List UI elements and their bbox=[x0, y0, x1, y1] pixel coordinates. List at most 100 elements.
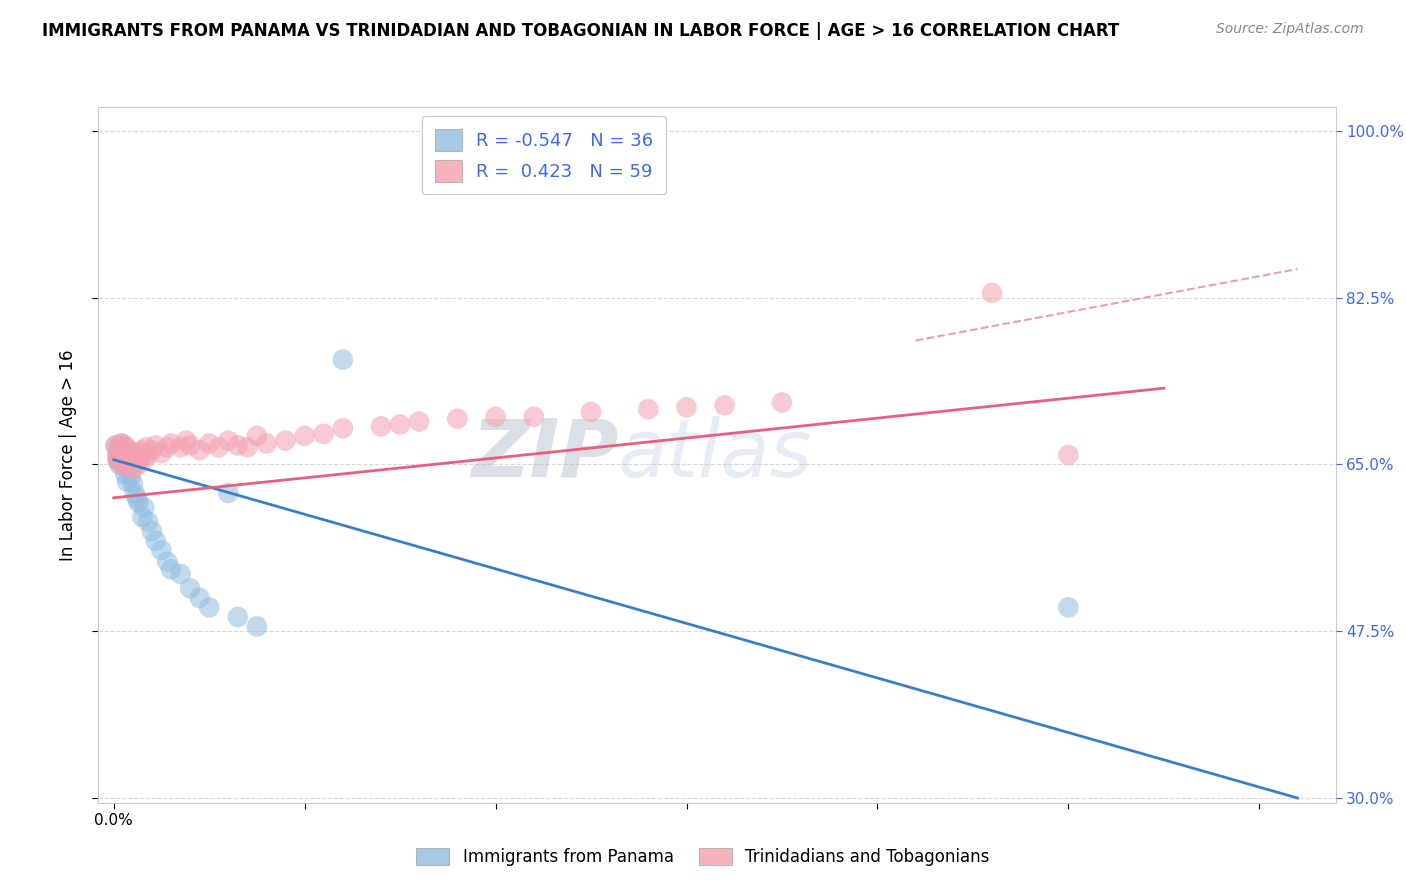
Point bbox=[134, 500, 156, 515]
Point bbox=[389, 417, 412, 432]
Point bbox=[115, 448, 138, 462]
Point bbox=[107, 452, 129, 467]
Point bbox=[112, 446, 135, 460]
Point bbox=[370, 419, 392, 434]
Point bbox=[188, 443, 211, 458]
Point bbox=[121, 462, 143, 476]
Point bbox=[1057, 600, 1080, 615]
Point bbox=[226, 438, 249, 452]
Text: atlas: atlas bbox=[619, 416, 813, 494]
Point bbox=[104, 438, 127, 452]
Point bbox=[145, 533, 167, 548]
Point bbox=[107, 448, 129, 462]
Point bbox=[217, 486, 239, 500]
Point bbox=[112, 459, 135, 474]
Point bbox=[408, 415, 430, 429]
Point bbox=[114, 440, 136, 454]
Point bbox=[121, 476, 143, 491]
Point bbox=[156, 555, 179, 569]
Point bbox=[446, 411, 468, 425]
Point bbox=[129, 450, 152, 464]
Point bbox=[274, 434, 297, 448]
Point bbox=[256, 436, 278, 450]
Point bbox=[217, 434, 239, 448]
Point bbox=[124, 448, 146, 462]
Point bbox=[294, 429, 316, 443]
Point bbox=[107, 448, 129, 462]
Point bbox=[332, 421, 354, 435]
Point bbox=[236, 440, 259, 454]
Point bbox=[114, 467, 136, 481]
Point bbox=[312, 426, 335, 441]
Point bbox=[160, 562, 183, 576]
Point bbox=[246, 429, 269, 443]
Point bbox=[188, 591, 211, 605]
Point bbox=[125, 456, 148, 470]
Point bbox=[160, 436, 183, 450]
Point bbox=[675, 401, 697, 415]
Point bbox=[128, 458, 150, 472]
Point bbox=[131, 509, 153, 524]
Point bbox=[110, 448, 132, 462]
Point bbox=[108, 440, 131, 454]
Point bbox=[179, 438, 201, 452]
Legend: R = -0.547   N = 36, R =  0.423   N = 59: R = -0.547 N = 36, R = 0.423 N = 59 bbox=[422, 116, 666, 194]
Point bbox=[115, 475, 138, 489]
Point bbox=[523, 409, 546, 424]
Point bbox=[141, 443, 163, 458]
Text: ZIP: ZIP bbox=[471, 416, 619, 494]
Point bbox=[108, 458, 131, 472]
Point bbox=[198, 600, 221, 615]
Point bbox=[115, 452, 138, 467]
Point bbox=[246, 619, 269, 633]
Point bbox=[112, 458, 135, 472]
Point bbox=[637, 402, 659, 417]
Point bbox=[141, 524, 163, 538]
Point bbox=[114, 438, 136, 452]
Point bbox=[128, 446, 150, 460]
Point bbox=[150, 543, 173, 558]
Point bbox=[208, 440, 231, 454]
Point bbox=[110, 436, 132, 450]
Point bbox=[1057, 448, 1080, 462]
Point bbox=[110, 436, 132, 450]
Point bbox=[484, 409, 506, 424]
Point bbox=[121, 450, 143, 464]
Point bbox=[226, 610, 249, 624]
Point bbox=[125, 491, 148, 505]
Text: Source: ZipAtlas.com: Source: ZipAtlas.com bbox=[1216, 22, 1364, 37]
Point bbox=[579, 405, 602, 419]
Point bbox=[145, 438, 167, 452]
Point bbox=[112, 443, 135, 458]
Point bbox=[131, 443, 153, 458]
Point bbox=[981, 285, 1004, 300]
Point bbox=[124, 486, 146, 500]
Point bbox=[115, 459, 138, 474]
Point bbox=[120, 446, 142, 460]
Point bbox=[169, 440, 191, 454]
Text: IMMIGRANTS FROM PANAMA VS TRINIDADIAN AND TOBAGONIAN IN LABOR FORCE | AGE > 16 C: IMMIGRANTS FROM PANAMA VS TRINIDADIAN AN… bbox=[42, 22, 1119, 40]
Point bbox=[107, 452, 129, 467]
Point bbox=[179, 582, 201, 596]
Point bbox=[118, 452, 141, 467]
Point bbox=[110, 450, 132, 464]
Point bbox=[169, 567, 191, 582]
Legend: Immigrants from Panama, Trinidadians and Tobagonians: Immigrants from Panama, Trinidadians and… bbox=[408, 840, 998, 875]
Y-axis label: In Labor Force | Age > 16: In Labor Force | Age > 16 bbox=[59, 349, 77, 561]
Point bbox=[108, 456, 131, 470]
Point bbox=[104, 438, 127, 452]
Point bbox=[198, 436, 221, 450]
Point bbox=[135, 440, 157, 454]
Point bbox=[156, 440, 179, 454]
Point bbox=[128, 495, 150, 509]
Point bbox=[136, 515, 159, 529]
Point bbox=[108, 443, 131, 458]
Point bbox=[150, 446, 173, 460]
Point bbox=[770, 395, 793, 409]
Point bbox=[118, 443, 141, 458]
Point bbox=[713, 398, 735, 412]
Point bbox=[174, 434, 197, 448]
Point bbox=[134, 452, 156, 467]
Point bbox=[118, 459, 141, 474]
Point bbox=[120, 469, 142, 483]
